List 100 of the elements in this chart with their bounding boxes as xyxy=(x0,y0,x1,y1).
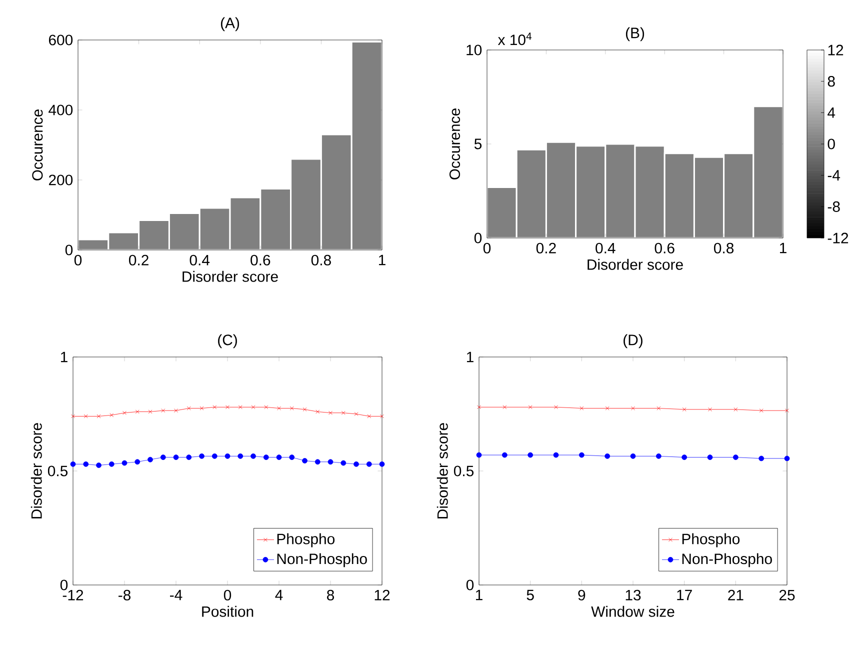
point xyxy=(238,405,242,410)
point xyxy=(366,461,372,467)
x-tick-label: 0 xyxy=(483,242,491,254)
color-bar-label: -8 xyxy=(828,201,840,212)
point xyxy=(341,410,346,415)
point xyxy=(785,408,789,413)
x-tick-label: 0 xyxy=(74,254,82,266)
point xyxy=(784,456,790,462)
point xyxy=(96,414,101,418)
x-tick-label: 12 xyxy=(374,590,390,600)
point xyxy=(174,408,178,413)
y-tick-label: 10 xyxy=(466,44,482,56)
point xyxy=(290,406,294,410)
point xyxy=(302,407,307,412)
point xyxy=(682,454,688,460)
y-tick-label: 5 xyxy=(474,138,482,150)
y-axis-title: Disorder score xyxy=(30,423,42,518)
text: x 10$^{4}$ xyxy=(498,32,532,46)
y-tick-label: 0 xyxy=(474,232,482,244)
point xyxy=(96,462,102,468)
legend-label: Non-Phospho xyxy=(682,553,772,568)
point xyxy=(758,456,764,462)
x-tick-label: 17 xyxy=(677,590,692,600)
x-tick-label: 5 xyxy=(526,590,534,600)
x-tick-label: 0 xyxy=(224,590,232,600)
point xyxy=(314,459,320,465)
y-tick-label: 1 xyxy=(466,352,474,362)
y-tick-label: 0 xyxy=(60,580,68,590)
point xyxy=(605,406,610,410)
point xyxy=(732,454,738,460)
point xyxy=(553,452,559,458)
point xyxy=(354,412,358,416)
point xyxy=(316,410,320,414)
x-tick-label: -12 xyxy=(62,590,84,600)
point xyxy=(212,453,218,459)
y-axis-title: Disorder score xyxy=(436,423,448,518)
point xyxy=(226,405,230,410)
y-tick-label: 600 xyxy=(48,34,73,46)
point xyxy=(277,406,281,410)
point xyxy=(264,405,268,410)
point xyxy=(276,454,282,460)
x-tick-label: 0.6 xyxy=(654,242,674,254)
point xyxy=(477,405,481,410)
point xyxy=(354,461,359,467)
point xyxy=(380,414,384,418)
point xyxy=(631,406,635,410)
point xyxy=(528,452,534,458)
point xyxy=(199,453,204,459)
x-tick-label: 25 xyxy=(779,590,795,600)
point xyxy=(656,406,661,410)
x-tick-label: 4 xyxy=(275,590,283,600)
point xyxy=(186,454,192,460)
point xyxy=(148,410,152,414)
point xyxy=(110,413,114,418)
point xyxy=(707,454,713,460)
y-tick-label: 1 xyxy=(60,352,68,362)
legend-label: Phospho xyxy=(277,533,335,548)
x-tick-label: -8 xyxy=(118,590,130,600)
x-tick-label: 1 xyxy=(780,242,786,254)
point xyxy=(502,405,507,410)
point xyxy=(328,459,334,465)
x-tick-label: 0.8 xyxy=(311,254,331,266)
point xyxy=(161,408,166,413)
x-axis-title: Position xyxy=(202,606,254,617)
legend-label: Phospho xyxy=(682,533,740,548)
point xyxy=(759,408,764,413)
chart-title: (A) xyxy=(220,17,240,32)
point xyxy=(70,461,76,467)
point xyxy=(682,407,686,412)
point xyxy=(160,454,166,460)
point xyxy=(173,454,179,460)
y-axis-title: Occurence xyxy=(32,110,43,180)
x-tick-label: -4 xyxy=(170,590,182,600)
y-axis-title: Occurence xyxy=(449,108,460,180)
chart-title: (C) xyxy=(218,334,237,348)
y-tick-label: 0.5 xyxy=(48,466,68,476)
x-axis-title: Disorder score xyxy=(182,270,278,282)
point xyxy=(340,460,346,466)
point xyxy=(367,414,372,418)
point xyxy=(528,405,532,410)
point xyxy=(84,414,88,418)
point xyxy=(122,410,126,415)
point xyxy=(122,460,128,466)
point xyxy=(656,453,662,459)
point xyxy=(212,405,217,410)
x-tick-label: 1 xyxy=(378,254,386,266)
x-tick-label: 21 xyxy=(728,590,744,600)
y-tick-label: 400 xyxy=(48,104,73,116)
chart-title: (D) xyxy=(624,334,642,348)
point xyxy=(302,458,308,464)
point xyxy=(554,405,558,410)
y-tick-label: 0.5 xyxy=(454,466,474,476)
point xyxy=(502,452,508,458)
point xyxy=(83,461,89,467)
point xyxy=(251,405,256,410)
point xyxy=(148,456,153,462)
point xyxy=(580,406,584,410)
point xyxy=(238,453,244,459)
x-tick-label: 0.6 xyxy=(250,254,270,266)
legend-label: Non-Phospho xyxy=(277,553,367,568)
